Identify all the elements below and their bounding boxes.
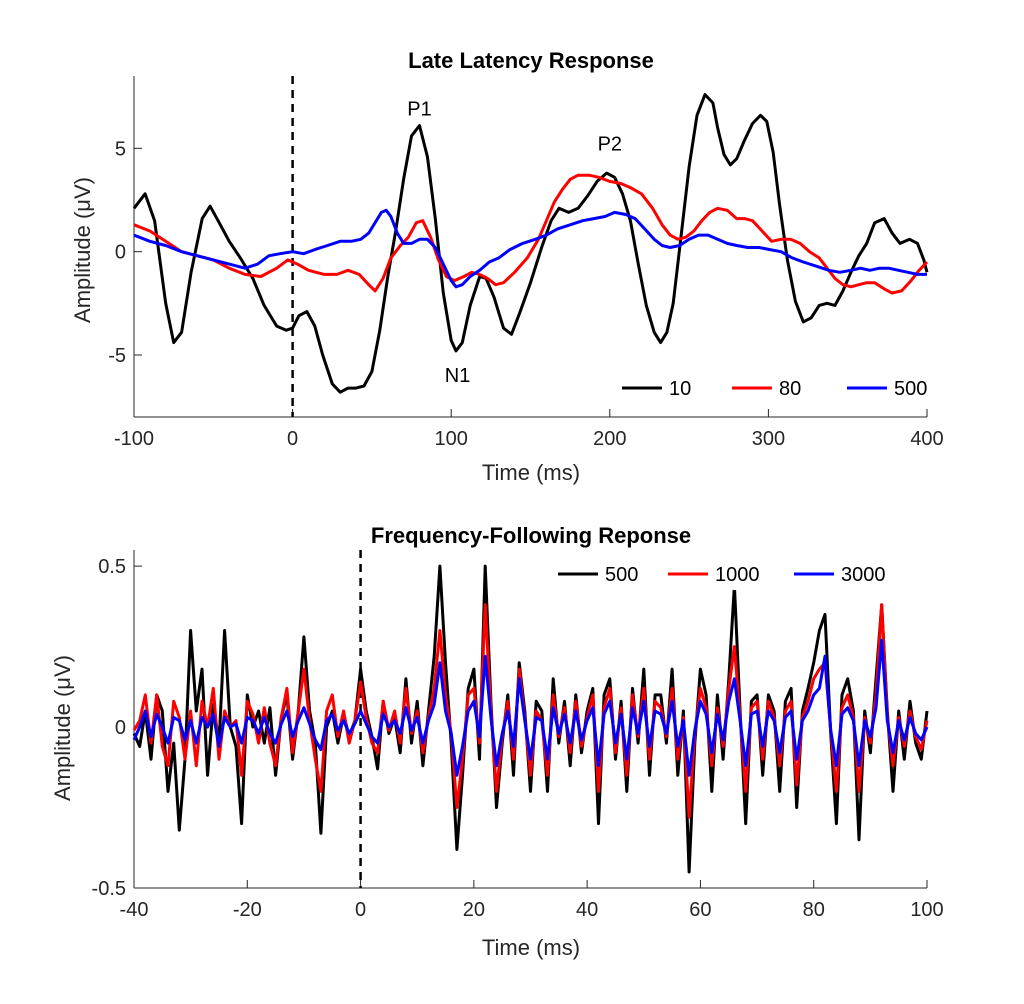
series-line-500 (133, 208, 927, 289)
x-tick-label: -100 (114, 428, 154, 450)
chart-title: Frequency-Following Reponse (371, 523, 691, 548)
y-tick-label: -0.5 (92, 878, 126, 900)
x-tick-label: 100 (435, 428, 468, 450)
peak-label-n1: N1 (445, 365, 471, 387)
legend-label-500: 500 (605, 564, 638, 586)
legend: 10 80 500 (612, 372, 927, 404)
peak-label-p1: P1 (407, 98, 431, 120)
series-line-80 (133, 173, 929, 295)
x-axis-label: Time (ms) (482, 935, 580, 960)
x-tick-label: 0 (355, 899, 366, 921)
x-tick-label: 20 (463, 899, 485, 921)
x-tick-label: 400 (910, 428, 943, 450)
plot-area: -100 0 100 200 300 400 -5 0 5 P1 P2 N1 10 80 500 (108, 76, 944, 450)
plot-area: -40 -20 0 20 40 60 80 100 -0.5 0 0.5 500 1000 3000 (92, 550, 944, 921)
y-tick-label: 0.5 (98, 556, 126, 578)
legend-box (568, 558, 920, 590)
x-tick-label: 100 (910, 899, 943, 921)
x-tick-label: 0 (287, 428, 298, 450)
x-tick-label: -40 (120, 899, 149, 921)
series-line-10 (132, 93, 929, 394)
series-line-3000 (132, 638, 929, 777)
x-axis-label: Time (ms) (482, 460, 580, 485)
legend-label-80: 80 (779, 378, 801, 400)
y-axis-label: Amplitude (μV) (50, 655, 75, 801)
x-tick-label: 80 (803, 899, 825, 921)
x-tick-label: 200 (593, 428, 626, 450)
legend-label-3000: 3000 (841, 564, 886, 586)
peak-label-p2: P2 (598, 133, 622, 155)
late-latency-chart: Late Latency Response -100 0 100 200 300 400-… (70, 48, 944, 485)
x-tick-label: 300 (752, 428, 785, 450)
legend: 500 1000 3000 (558, 558, 920, 590)
legend-label-1000: 1000 (715, 564, 760, 586)
y-tick-label: 0 (115, 717, 126, 739)
legend-label-500: 500 (894, 378, 927, 400)
chart-title: Late Latency Response (408, 48, 654, 73)
x-tick-label: 60 (689, 899, 711, 921)
y-axis-label: Amplitude (μV) (70, 177, 95, 323)
x-tick-label: -20 (233, 899, 262, 921)
y-tick-label: 0 (115, 242, 126, 264)
ffr-chart: Frequency-Following Reponse -40 -20 0 20 40 6… (50, 523, 944, 960)
x-tick-label: 40 (576, 899, 598, 921)
y-tick-label: -5 (108, 345, 126, 367)
legend-label-10: 10 (669, 378, 691, 400)
y-tick-label: 5 (115, 138, 126, 160)
